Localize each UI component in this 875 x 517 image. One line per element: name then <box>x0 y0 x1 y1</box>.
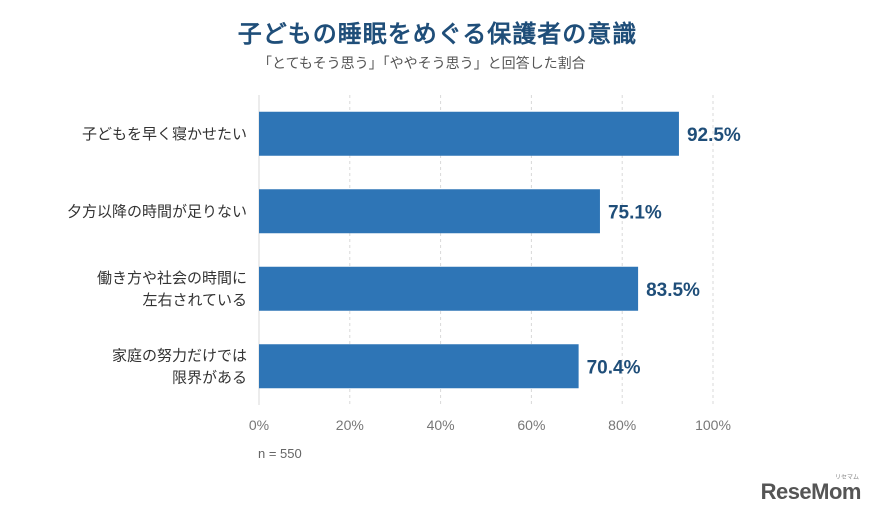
value-label: 83.5% <box>646 280 700 301</box>
chart-subtitle: 「とてもそう思う」「ややそう思う」と回答した割合 <box>258 56 586 72</box>
value-label: 70.4% <box>587 357 641 378</box>
category-label: 働き方や社会の時間に <box>97 269 247 287</box>
x-tick-label: 20% <box>336 417 364 433</box>
sample-size-note: n = 550 <box>258 446 302 461</box>
x-tick-label: 80% <box>608 417 636 433</box>
bars <box>259 111 679 389</box>
category-label: 夕方以降の時間が足りない <box>67 202 247 220</box>
logo-subtext: リセマム <box>834 474 859 481</box>
x-tick-label: 40% <box>427 417 455 433</box>
resemom-logo: ReseMom <box>760 479 862 504</box>
value-label: 92.5% <box>687 125 741 146</box>
bar <box>259 189 600 234</box>
chart-title: 子どもの睡眠をめぐる保護者の意識 <box>237 20 638 48</box>
bar <box>259 344 579 389</box>
value-labels: 92.5% 75.1% 83.5% 70.4% <box>587 125 741 379</box>
bar <box>259 111 679 156</box>
value-label: 75.1% <box>608 202 662 223</box>
x-tick-label: 60% <box>517 417 545 433</box>
x-tick-label: 0% <box>249 417 269 433</box>
category-label: 子どもを早く寝かせたい <box>82 125 247 143</box>
x-tick-label: 100% <box>695 417 731 433</box>
category-labels: 子どもを早く寝かせたい夕方以降の時間が足りない働き方や社会の時間に左右されている… <box>67 125 247 387</box>
category-label: 限界がある <box>172 368 247 386</box>
x-tick-labels: 0% 20% 40% 60% 80% 100% <box>249 417 731 433</box>
bar <box>259 266 639 311</box>
category-label: 家庭の努力だけでは <box>112 346 247 364</box>
category-label: 左右されている <box>142 291 247 309</box>
